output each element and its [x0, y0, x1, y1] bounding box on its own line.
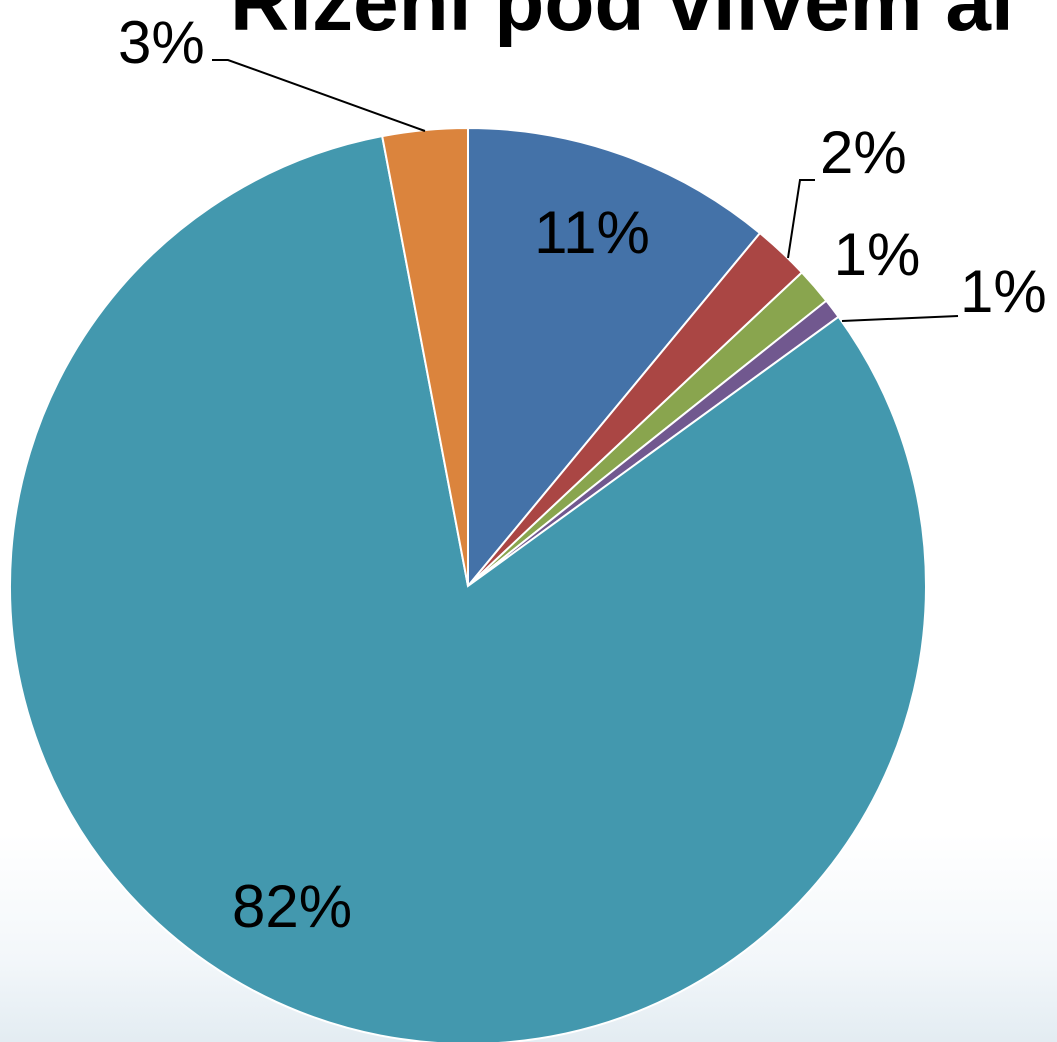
pie-slices: [9, 126, 927, 1042]
leader-line-5: [212, 59, 426, 132]
slice-label-4: 82%: [232, 873, 352, 940]
slice-label-5: 3%: [118, 9, 205, 76]
pie-slice-4: [9, 134, 927, 1042]
slice-labels: 11% 2% 1% 1% 82% 3%: [118, 9, 1047, 940]
leader-lines: [212, 59, 959, 322]
slice-label-1: 2%: [820, 119, 907, 186]
slice-label-2: 1%: [834, 221, 921, 288]
slice-label-3: 1%: [960, 258, 1047, 325]
chart-title: Rizeni pod vlivem al: [230, 0, 1014, 48]
leader-line-3: [841, 315, 959, 322]
pie-slice-0: [467, 126, 762, 589]
slice-label-0: 11%: [534, 199, 650, 266]
leader-line-1: [787, 179, 815, 259]
